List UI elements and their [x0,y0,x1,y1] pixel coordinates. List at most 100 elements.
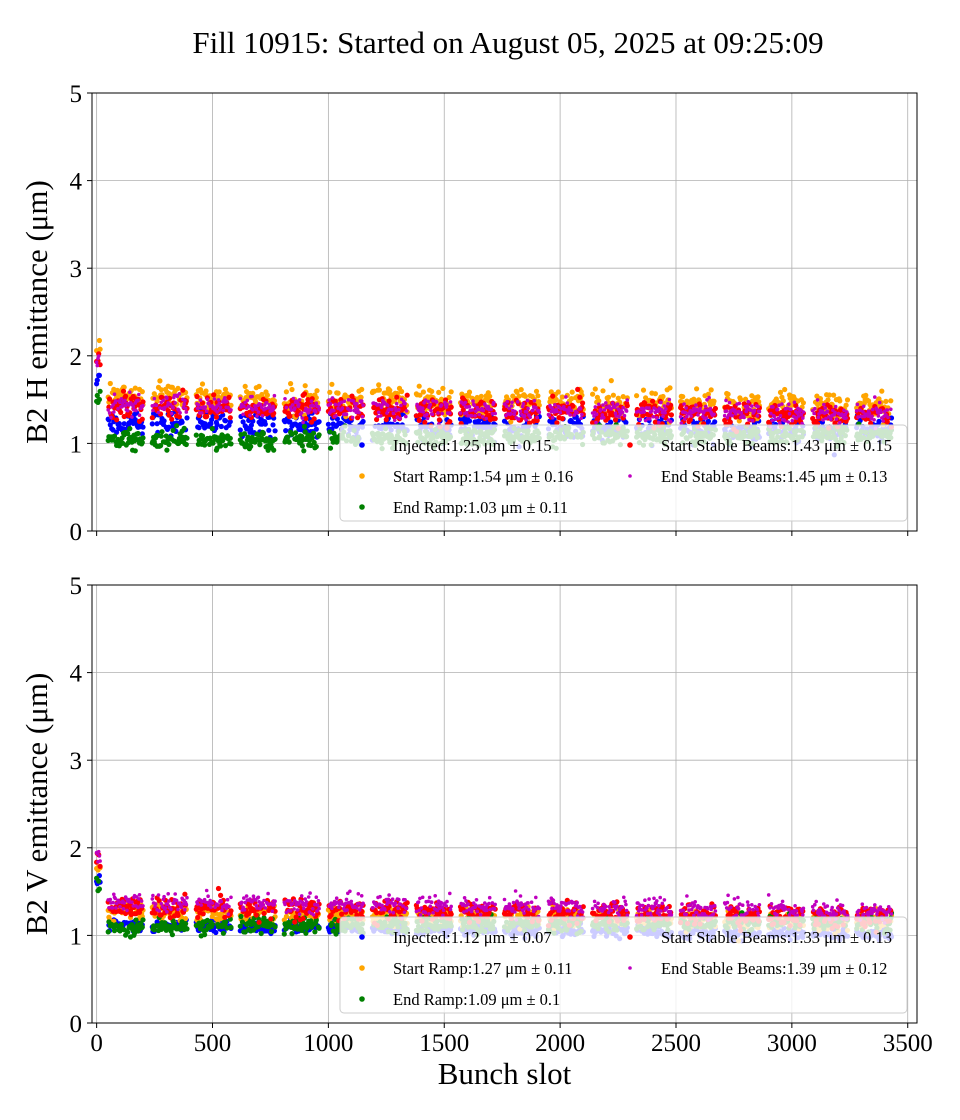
data-point [569,408,574,413]
data-point [123,398,127,403]
data-point [313,426,319,432]
data-point [755,414,760,418]
data-point [602,408,607,412]
data-point [394,401,399,406]
data-point [747,418,751,422]
data-point [158,406,162,410]
data-point [359,386,365,392]
data-point [625,398,630,402]
data-point [620,410,625,415]
data-point [826,392,833,398]
data-point [600,413,605,417]
data-point [855,402,860,407]
data-point [283,397,287,401]
data-point [800,421,804,426]
data-point [94,360,99,365]
data-point [553,396,559,403]
data-point [125,408,130,413]
data-point [165,404,170,408]
data-point [490,411,495,416]
data-point [310,430,317,436]
data-point [385,403,390,408]
data-point [397,407,401,412]
data-point [509,404,514,408]
data-point [156,410,161,415]
data-point [205,397,210,402]
data-point [119,397,124,401]
data-point [212,397,217,401]
data-point [132,448,138,454]
data-point [725,391,731,397]
y-tick-label: 1 [70,431,83,458]
data-point [173,401,177,405]
data-point [845,410,849,414]
data-point [652,391,659,397]
data-point [533,388,540,394]
data-point [727,413,731,417]
data-point [474,409,478,414]
data-point [136,398,140,403]
data-point [684,406,688,410]
data-point [712,412,716,417]
data-point [288,381,294,387]
data-point [580,400,586,406]
data-point [526,420,533,426]
data-point [812,411,816,416]
x-tick-label: 2000 [535,1030,585,1057]
data-point [166,390,172,397]
data-point [733,414,739,420]
data-point [204,413,210,419]
data-point [769,411,773,416]
data-point [107,396,113,402]
data-point [308,407,312,412]
data-point [149,415,155,421]
data-point [131,404,136,409]
data-point [97,388,103,394]
data-point [667,397,672,402]
data-point [614,414,618,418]
data-point [813,406,817,411]
x-tick-label: 3000 [767,1030,817,1057]
data-point [203,388,209,394]
data-point [272,436,278,442]
data-point [534,417,540,424]
data-point [357,410,361,415]
data-point [601,403,605,407]
data-point [309,435,315,441]
x-tick-label: 0 [90,1030,103,1057]
data-point [537,410,542,415]
data-point [794,416,799,421]
data-point [606,394,612,400]
data-point [873,395,877,399]
data-point [863,392,869,398]
data-point [297,402,301,407]
data-point [96,337,102,344]
data-point [448,400,453,404]
data-point [140,917,146,923]
data-point [532,398,537,403]
data-point [668,412,675,418]
data-point [559,416,566,422]
data-point [253,399,259,405]
data-point [831,392,837,398]
data-point [844,397,851,403]
data-point [313,410,318,414]
data-point [634,393,640,399]
data-point [558,410,563,415]
data-point [770,418,774,423]
data-point [217,401,221,406]
data-point [460,407,466,413]
data-point [194,393,200,400]
data-point [698,406,702,411]
data-point [351,399,356,403]
data-point [346,398,351,402]
data-point [752,408,757,413]
data-point [177,392,182,396]
data-point [94,377,100,383]
data-point [430,412,435,417]
data-point [594,420,598,425]
data-point [107,411,112,415]
data-point [799,412,804,417]
data-point [270,422,276,428]
data-point [592,386,598,392]
